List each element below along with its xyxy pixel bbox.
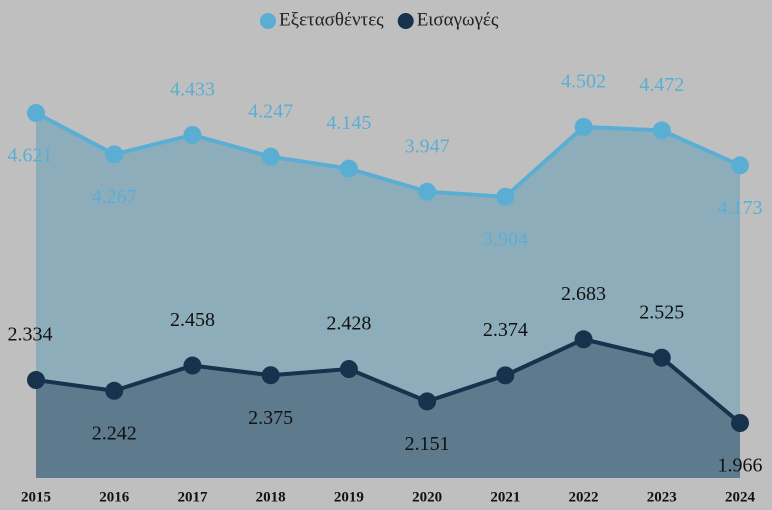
data-label: 3.904 (483, 228, 528, 250)
x-tick-label: 2019 (334, 489, 364, 505)
point (339, 159, 358, 178)
x-tick-label: 2016 (99, 489, 130, 505)
data-label: 2.374 (483, 319, 528, 341)
data-label: 1.966 (718, 455, 763, 477)
point (731, 414, 749, 432)
legend-label: Εξετασθέντες (279, 9, 384, 30)
data-label: 4.267 (92, 186, 137, 208)
line (35, 111, 741, 199)
x-tick-label: 2018 (256, 489, 286, 505)
x-tick-label: 2024 (725, 489, 756, 505)
point (27, 371, 45, 390)
data-label: 4.145 (326, 112, 371, 134)
data-label: 3.947 (405, 135, 450, 157)
data-label: 4.173 (718, 197, 763, 219)
data-label: 2.242 (92, 422, 137, 444)
point (574, 117, 593, 136)
legend-label: Εισαγωγές (417, 9, 499, 30)
data-label: 4.621 (8, 145, 53, 167)
point (27, 104, 45, 122)
data-label: 2.458 (170, 309, 215, 331)
point (496, 187, 515, 206)
data-label: 2.683 (561, 283, 606, 305)
point (105, 381, 124, 400)
x-tick-label: 2020 (412, 489, 442, 505)
data-label: 4.502 (561, 70, 606, 92)
data-label: 4.433 (170, 79, 215, 101)
x-tick-label: 2023 (647, 489, 677, 505)
point (261, 366, 280, 385)
point (183, 356, 202, 375)
point (418, 392, 437, 411)
data-label: 4.472 (639, 74, 684, 96)
point (418, 182, 437, 201)
x-tick-label: 2015 (21, 489, 51, 505)
line (35, 337, 742, 425)
area-fill (36, 339, 740, 478)
data-label: 4.247 (248, 100, 293, 122)
x-tick-label: 2022 (569, 489, 599, 505)
point (339, 360, 358, 379)
data-label: 2.375 (248, 407, 293, 429)
legend-marker (397, 13, 414, 29)
legend-marker (260, 13, 276, 29)
point (731, 156, 749, 175)
data-label: 2.428 (326, 313, 371, 335)
point (105, 145, 124, 164)
point (652, 348, 671, 367)
data-label: 2.151 (405, 433, 450, 455)
point (183, 125, 202, 144)
data-label: 2.334 (8, 324, 53, 346)
point (652, 121, 671, 140)
point (574, 330, 593, 349)
point (261, 147, 280, 166)
x-tick-label: 2021 (490, 489, 520, 505)
x-tick-label: 2017 (177, 489, 208, 505)
data-label: 2.525 (639, 301, 684, 323)
point (496, 366, 515, 385)
